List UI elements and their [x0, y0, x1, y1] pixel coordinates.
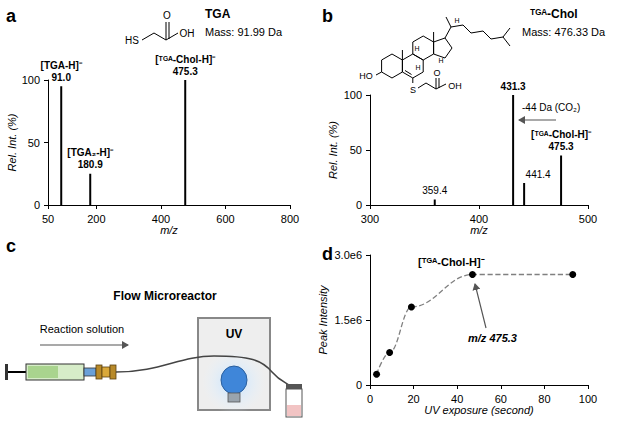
svg-text:Mass: 91.99 Da: Mass: 91.99 Da	[205, 26, 283, 38]
svg-text:OH: OH	[180, 28, 195, 39]
svg-text:500: 500	[579, 213, 597, 225]
svg-text:Rel. Int. (%): Rel. Int. (%)	[327, 121, 339, 179]
svg-text:20: 20	[407, 393, 419, 405]
svg-text:ᵀᴳᴬ-Chol: ᵀᴳᴬ-Chol	[530, 7, 578, 21]
svg-text:HS: HS	[125, 35, 139, 46]
svg-text:H: H	[454, 17, 459, 24]
svg-text:441.4: 441.4	[526, 169, 551, 180]
svg-text:300: 300	[361, 213, 379, 225]
svg-text:800: 800	[281, 213, 299, 225]
svg-text:0: 0	[34, 199, 40, 211]
svg-text:1.5e6: 1.5e6	[334, 314, 362, 326]
svg-text:UV exposure (second): UV exposure (second)	[424, 404, 534, 416]
svg-text:Peak Intensity: Peak Intensity	[317, 284, 329, 355]
svg-text:O: O	[163, 10, 171, 21]
svg-text:91.0: 91.0	[51, 72, 71, 83]
svg-text:H: H	[415, 64, 420, 71]
svg-text:Mass: 476.33 Da: Mass: 476.33 Da	[522, 26, 606, 38]
svg-text:[ᵀᴳᴬ-Chol-H]⁻: [ᵀᴳᴬ-Chol-H]⁻	[531, 129, 592, 140]
svg-text:400: 400	[152, 213, 170, 225]
svg-text:[ᵀᴳᴬ-Chol-H]⁻: [ᵀᴳᴬ-Chol-H]⁻	[418, 256, 485, 268]
svg-text:475.3: 475.3	[549, 141, 574, 152]
svg-text:a: a	[6, 6, 17, 26]
svg-text:HO: HO	[359, 71, 373, 81]
svg-text:Flow Microreactor: Flow Microreactor	[113, 289, 217, 303]
svg-text:80: 80	[538, 393, 550, 405]
svg-text:180.9: 180.9	[78, 159, 103, 170]
svg-text:50: 50	[350, 144, 362, 156]
svg-text:100: 100	[344, 89, 362, 101]
svg-text:S: S	[410, 85, 416, 95]
svg-text:OH: OH	[448, 81, 462, 91]
svg-text:200: 200	[87, 213, 105, 225]
svg-text:H: H	[414, 45, 419, 52]
svg-text:0: 0	[356, 199, 362, 211]
svg-text:50: 50	[42, 213, 54, 225]
svg-text:UV: UV	[226, 327, 243, 341]
svg-text:431.3: 431.3	[501, 81, 526, 92]
svg-text:b: b	[322, 6, 333, 26]
svg-text:m/z: m/z	[470, 224, 488, 236]
svg-text:[TGA₂-H]⁻: [TGA₂-H]⁻	[67, 147, 114, 158]
svg-text:Reaction solution: Reaction solution	[40, 323, 124, 335]
svg-text:d: d	[322, 244, 333, 264]
svg-text:40: 40	[451, 393, 463, 405]
svg-text:0: 0	[367, 393, 373, 405]
svg-text:60: 60	[495, 393, 507, 405]
svg-text:3.0e6: 3.0e6	[334, 249, 362, 261]
svg-text:c: c	[6, 236, 16, 256]
svg-text:600: 600	[216, 213, 234, 225]
svg-text:[TGA-H]⁻: [TGA-H]⁻	[41, 60, 83, 71]
svg-text:m/z 475.3: m/z 475.3	[468, 332, 517, 344]
svg-text:475.3: 475.3	[173, 66, 198, 77]
svg-text:100: 100	[22, 74, 40, 86]
svg-text:TGA: TGA	[205, 7, 231, 21]
svg-text:100: 100	[579, 393, 597, 405]
svg-text:m/z: m/z	[160, 224, 178, 236]
svg-text:Rel. Int. (%): Rel. Int. (%)	[6, 113, 18, 171]
svg-text:359.4: 359.4	[422, 185, 447, 196]
svg-text:H: H	[438, 57, 443, 64]
svg-text:50: 50	[28, 137, 40, 149]
svg-text:400: 400	[470, 213, 488, 225]
svg-text:[ᵀᴳᴬ-Chol-H]⁻: [ᵀᴳᴬ-Chol-H]⁻	[155, 54, 216, 65]
svg-text:0: 0	[356, 379, 362, 391]
svg-text:-44 Da (CO₂): -44 Da (CO₂)	[522, 102, 580, 113]
svg-text:O: O	[433, 68, 440, 78]
